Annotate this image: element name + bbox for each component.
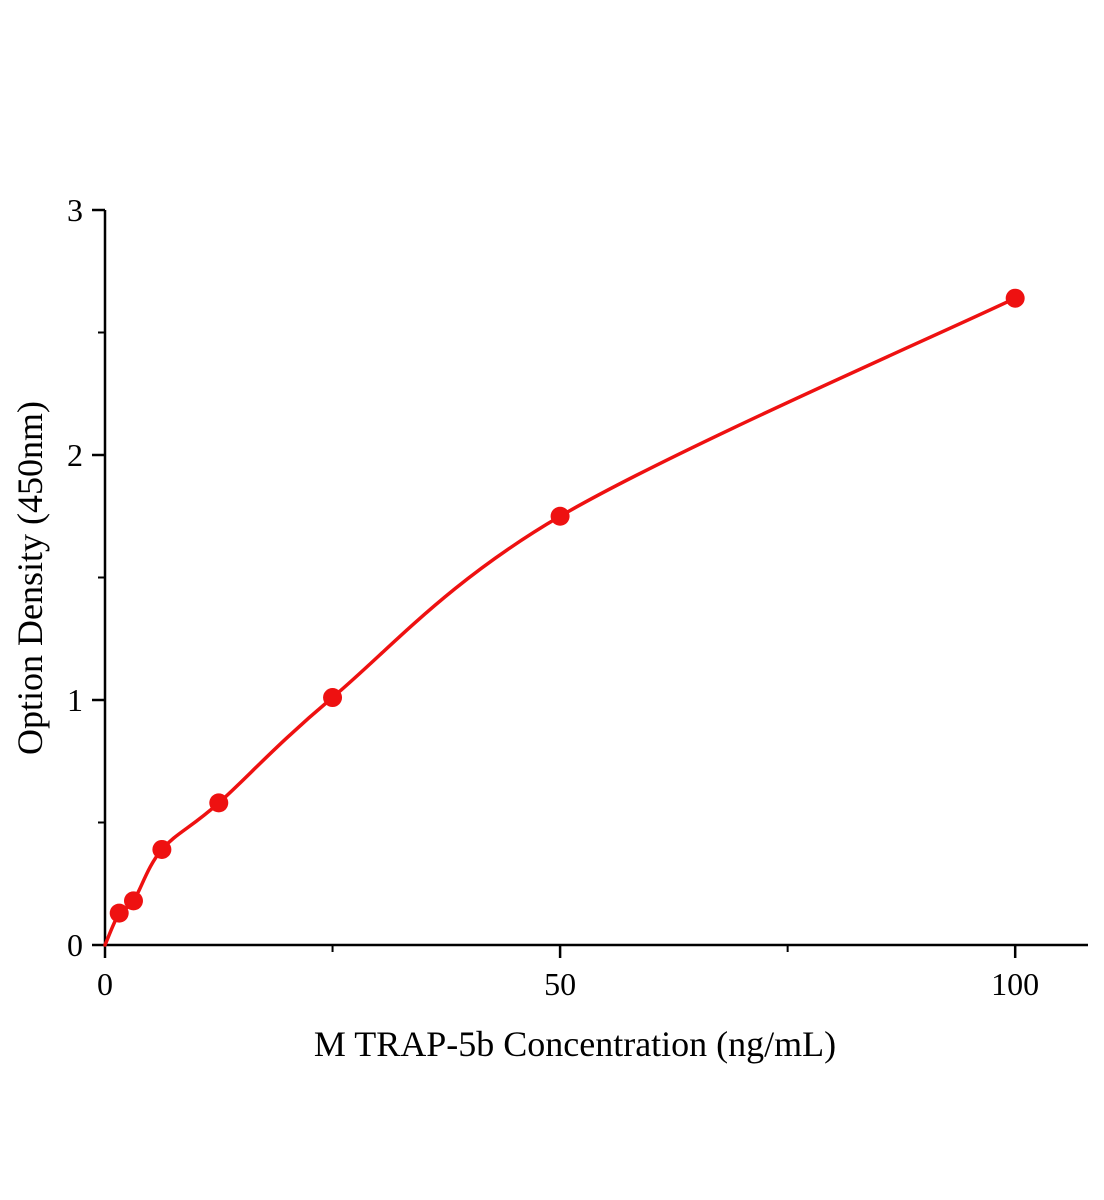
data-point	[550, 506, 570, 526]
data-point	[323, 688, 343, 708]
plot-area: 0 50 100 0 1 2 3	[67, 192, 1088, 1002]
data-point	[1005, 288, 1025, 308]
y-tick-label: 2	[67, 437, 83, 473]
y-tick-label: 3	[67, 192, 83, 228]
x-tick-label: 50	[544, 966, 576, 1002]
fit-curve	[103, 296, 1017, 947]
y-axis-title: Option Density (450nm)	[10, 401, 50, 755]
data-point	[123, 891, 143, 911]
y-tick-label: 1	[67, 682, 83, 718]
x-tick-label: 0	[97, 966, 113, 1002]
y-tick-label: 0	[67, 927, 83, 963]
x-axis-title: M TRAP-5b Concentration (ng/mL)	[314, 1024, 836, 1064]
x-tick-label: 100	[991, 966, 1039, 1002]
data-point	[209, 793, 229, 813]
data-point	[152, 839, 172, 859]
data-point	[109, 903, 129, 923]
